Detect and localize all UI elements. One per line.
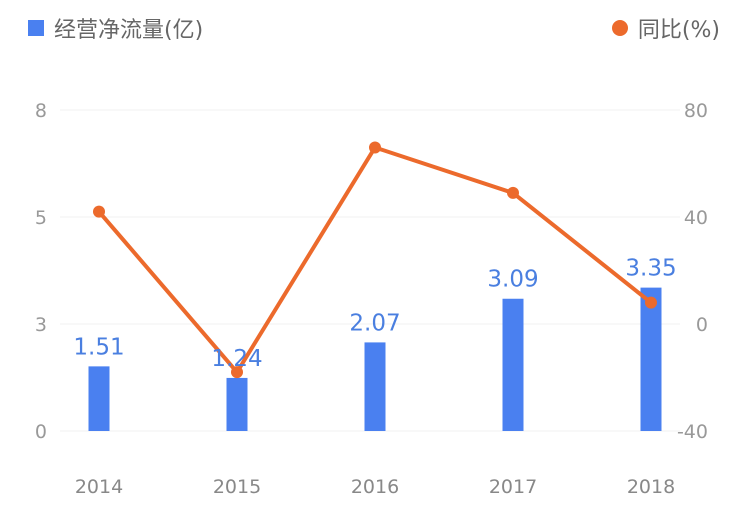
legend-line-label: 同比(%) [637,18,720,43]
y-left-tick: 0 [35,421,47,443]
legend-bar: 经营净流量(亿) [28,10,203,46]
line-point [645,296,657,309]
y-right-tick: 80 [684,100,708,122]
bar [226,377,248,431]
x-tick: 2016 [351,476,399,498]
bar [640,287,662,431]
y-left-tick: 3 [35,314,47,336]
x-axis-ticks: 2014 2015 2016 2017 2018 [75,476,675,498]
data-labels: 1.51 1.24 2.07 3.09 3.35 [73,256,676,372]
bar [502,298,524,431]
y-left-ticks: 0 3 5 8 [35,100,47,443]
x-tick: 2014 [75,476,123,498]
line-path [97,145,653,375]
legend-line-swatch [611,20,628,36]
x-tick: 2017 [489,476,537,498]
bar [88,366,110,431]
y-right-tick: 0 [696,314,708,336]
line-series [93,141,657,379]
data-label: 1.24 [211,346,262,372]
line-point [231,366,243,379]
bar-series [88,287,662,431]
y-left-tick: 8 [35,100,47,122]
line-point [507,186,519,199]
legend-bar-swatch [28,20,44,36]
bar [364,342,386,431]
data-label: 3.09 [487,267,538,293]
legend-line: 同比(%) [611,10,720,46]
y-right-ticks: -40 0 40 80 [677,100,708,443]
data-label: 2.07 [349,310,400,336]
x-tick: 2015 [213,476,261,498]
legend-bar-label: 经营净流量(亿) [54,18,204,43]
y-right-tick: -40 [677,421,708,443]
line-point [369,141,381,154]
x-tick: 2018 [627,476,675,498]
line-point [93,205,105,218]
data-label: 1.51 [73,334,124,360]
y-right-tick: 40 [684,207,708,229]
data-label: 3.35 [625,256,676,282]
y-left-tick: 5 [35,207,47,229]
